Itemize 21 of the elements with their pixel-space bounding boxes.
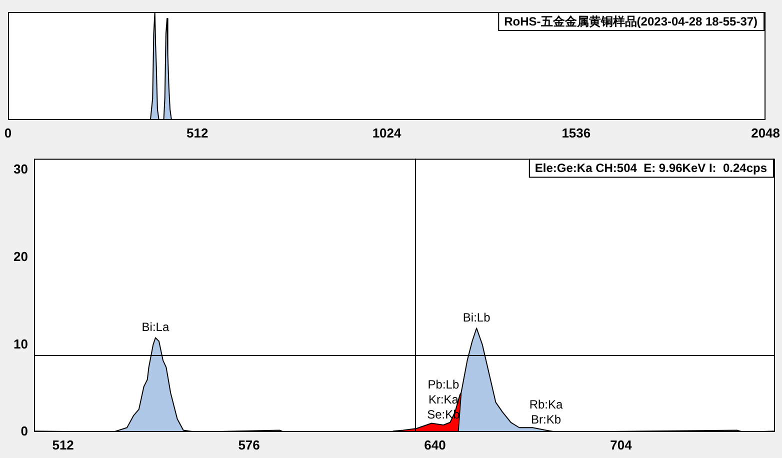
x-tick-label: 0 bbox=[4, 125, 12, 140]
annotation: Rb:Ka bbox=[529, 398, 564, 412]
y-tick-label: 20 bbox=[14, 249, 28, 264]
annotation: Br:Kb bbox=[531, 412, 562, 427]
annotation: Bi:Lb bbox=[462, 310, 491, 324]
y-tick-label: 10 bbox=[14, 336, 28, 352]
x-tick-label: 576 bbox=[238, 437, 260, 452]
x-tick-label: 512 bbox=[186, 125, 208, 140]
x-tick-label: 640 bbox=[424, 437, 446, 452]
y-tick-label: 30 bbox=[14, 162, 28, 177]
chart-title: RoHS-五金金属黄铜样品(2023-04-28 18-55-37) bbox=[504, 14, 758, 28]
annotation: Ele:Ge:Ka CH:504 E: 9.96KeV I: 0.24cps bbox=[534, 161, 768, 176]
x-tick-label: 512 bbox=[52, 437, 74, 452]
x-tick-label: 704 bbox=[610, 437, 633, 452]
x-tick-label: 1536 bbox=[562, 125, 591, 140]
annotation: Bi:La bbox=[142, 320, 170, 334]
annotation: Pb:Lb bbox=[428, 377, 460, 392]
x-tick-label: 1024 bbox=[372, 125, 402, 140]
x-tick-label: 2048 bbox=[751, 125, 780, 140]
annotation: Kr:Ka bbox=[428, 392, 459, 406]
y-tick-label: 0 bbox=[20, 424, 28, 439]
